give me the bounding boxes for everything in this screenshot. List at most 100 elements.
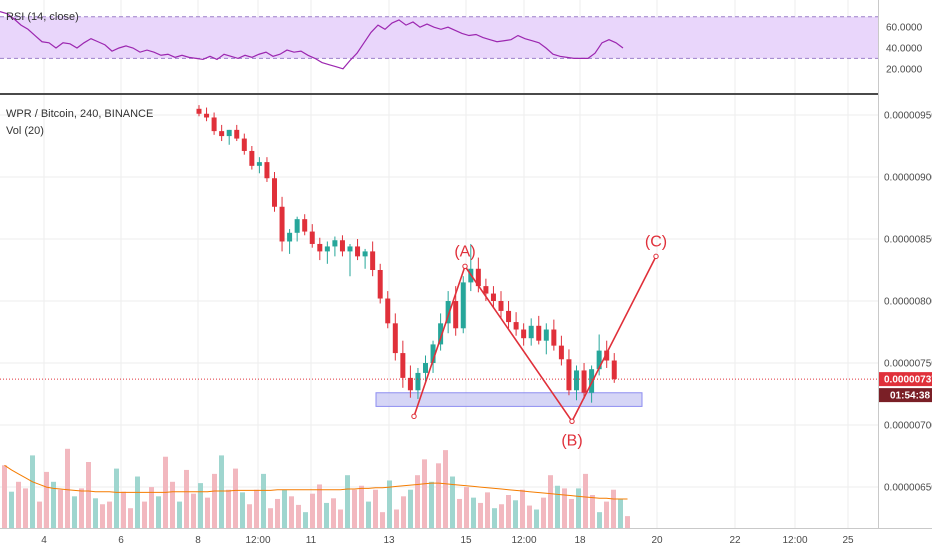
price-tick-label: 0.00000650 bbox=[884, 483, 932, 494]
symbol-label: WPR / Bitcoin, 240, BINANCE bbox=[6, 108, 153, 120]
volume-bar bbox=[30, 455, 35, 528]
volume-bar bbox=[436, 463, 441, 528]
candle bbox=[506, 301, 512, 329]
candle-body bbox=[551, 329, 557, 346]
support-zone[interactable] bbox=[375, 392, 643, 407]
volume-bar bbox=[86, 462, 91, 528]
volume-bar bbox=[604, 501, 609, 528]
candle bbox=[498, 291, 504, 319]
volume-bar bbox=[345, 475, 350, 528]
candle-body bbox=[536, 325, 542, 341]
candle bbox=[339, 235, 345, 257]
wave-label-b: (B) bbox=[561, 432, 582, 449]
candle-body bbox=[362, 251, 368, 257]
volume-bar bbox=[2, 465, 7, 528]
wave-label-a: (A) bbox=[454, 243, 475, 260]
volume-bar bbox=[128, 508, 133, 528]
volume-bar bbox=[114, 468, 119, 528]
time-tick-label: 4 bbox=[41, 535, 47, 546]
candle-body bbox=[400, 353, 406, 378]
candle bbox=[196, 105, 202, 117]
rsi-line bbox=[0, 11, 624, 70]
candle-body bbox=[558, 345, 564, 360]
candle-body bbox=[196, 108, 202, 114]
volume-bar bbox=[191, 493, 196, 528]
wave-label-c: (C) bbox=[645, 233, 667, 250]
volume-bar bbox=[254, 489, 259, 528]
volume-bar bbox=[387, 480, 392, 528]
volume-bar bbox=[527, 505, 532, 528]
candle bbox=[574, 365, 579, 401]
volume-bar bbox=[142, 501, 147, 528]
candle-body bbox=[204, 113, 210, 118]
volume-bar bbox=[9, 491, 14, 528]
volume-bar bbox=[576, 488, 581, 528]
candle bbox=[377, 263, 383, 304]
candle-body bbox=[528, 325, 534, 339]
volume-bar bbox=[352, 489, 357, 528]
volume-bars bbox=[2, 448, 630, 528]
candle-body bbox=[574, 370, 579, 391]
candle bbox=[287, 229, 293, 254]
candle-body bbox=[460, 282, 466, 329]
candle-body bbox=[241, 138, 247, 151]
volume-bar bbox=[44, 471, 49, 528]
wave-point-marker bbox=[569, 418, 575, 424]
volume-bar bbox=[310, 493, 315, 528]
candle-body bbox=[332, 240, 338, 247]
volume-bar bbox=[261, 473, 266, 528]
candle-body bbox=[475, 268, 481, 287]
volume-bar bbox=[198, 483, 203, 528]
volume-bar bbox=[548, 475, 553, 528]
time-tick-label: 11 bbox=[306, 535, 317, 546]
candle bbox=[272, 172, 277, 212]
candle bbox=[355, 239, 361, 261]
time-tick-label: 18 bbox=[574, 535, 586, 546]
volume-bar bbox=[247, 504, 252, 528]
volume-bar bbox=[590, 495, 595, 528]
candle-body bbox=[339, 240, 345, 252]
volume-bar bbox=[205, 497, 210, 528]
volume-bar bbox=[534, 509, 539, 528]
wave-markers[interactable] bbox=[411, 253, 659, 424]
candle-body bbox=[430, 344, 436, 363]
pane-divider[interactable] bbox=[0, 93, 878, 95]
volume-bar bbox=[135, 476, 140, 528]
candle-body bbox=[219, 131, 225, 137]
wave-path[interactable] bbox=[413, 255, 657, 423]
volume-bar bbox=[380, 512, 385, 528]
volume-bar bbox=[422, 459, 427, 528]
volume-bar bbox=[569, 498, 574, 528]
volume-bar bbox=[107, 501, 112, 528]
candle-body bbox=[415, 372, 421, 391]
volume-bar bbox=[555, 485, 560, 528]
volume-bar bbox=[408, 489, 413, 528]
candle bbox=[611, 353, 617, 383]
rsi-tick-label: 60.0000 bbox=[886, 23, 923, 34]
candle-body bbox=[392, 323, 398, 354]
price-tick-label: 0.00000750 bbox=[884, 359, 932, 370]
volume-bar bbox=[233, 468, 238, 528]
candle-body bbox=[566, 359, 572, 391]
candle bbox=[392, 313, 398, 361]
candle bbox=[423, 355, 428, 382]
candle-body bbox=[264, 162, 270, 179]
candlestick-series bbox=[196, 105, 617, 403]
volume-bar bbox=[373, 489, 378, 528]
volume-bar bbox=[359, 485, 364, 528]
volume-bar bbox=[429, 481, 434, 528]
candle-body bbox=[423, 363, 428, 373]
time-tick-label: 12:00 bbox=[782, 535, 807, 546]
volume-bar bbox=[93, 498, 98, 528]
volume-bar bbox=[471, 497, 476, 528]
price-axis[interactable]: 0.00000950 0.00000900 0.00000850 0.00000… bbox=[884, 111, 932, 494]
candle-body bbox=[249, 150, 255, 166]
volume-bar bbox=[219, 455, 224, 528]
candle-body bbox=[377, 270, 383, 299]
candle bbox=[279, 196, 285, 252]
candle bbox=[302, 214, 308, 236]
time-axis[interactable]: 4 6 8 12:00 11 13 15 12:00 18 20 22 12:0… bbox=[41, 535, 854, 546]
rsi-axis[interactable]: 60.0000 40.0000 20.0000 bbox=[886, 23, 923, 76]
candle-body bbox=[543, 329, 549, 341]
